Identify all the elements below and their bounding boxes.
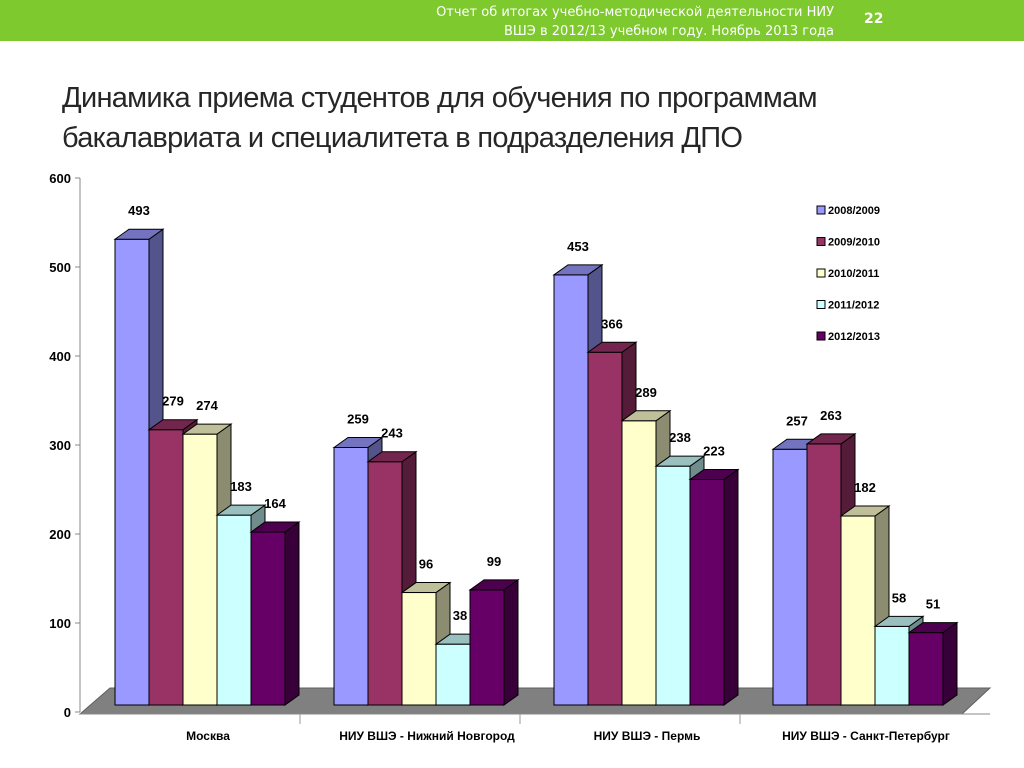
bar-side	[503, 578, 519, 706]
bar-top	[468, 579, 520, 591]
data-label: 38	[453, 608, 467, 623]
slide-title: Динамика приема студентов для обучения п…	[62, 78, 962, 158]
bar-top	[688, 469, 740, 481]
data-label: 493	[128, 203, 150, 218]
header-bar: Отчет об итогах учебно-методической деят…	[0, 0, 1024, 41]
y-tick-label: 500	[49, 260, 71, 275]
page-number: 22	[864, 11, 884, 27]
data-label: 289	[635, 385, 657, 400]
bar-top	[805, 433, 857, 445]
bar	[553, 274, 589, 706]
bar-top	[147, 419, 199, 431]
data-label: 182	[854, 480, 876, 495]
data-label: 51	[926, 597, 940, 612]
bar-top	[215, 504, 267, 516]
y-tick-label: 400	[49, 349, 71, 364]
y-tick-label: 0	[64, 705, 71, 720]
slide-title-line2: бакалавриата и специалитета в подразделе…	[62, 122, 743, 154]
bar	[250, 531, 286, 706]
bar-top	[873, 615, 925, 627]
legend-swatch	[816, 237, 826, 246]
bar	[587, 351, 623, 706]
bar-top	[181, 423, 233, 435]
bar-top	[620, 410, 672, 422]
report-caption: Отчет об итогах учебно-методической деят…	[436, 3, 834, 41]
category-label: НИУ ВШЭ - Пермь	[594, 729, 701, 743]
bar-top	[366, 451, 418, 463]
legend-swatch	[816, 205, 826, 215]
category-label: НИУ ВШЭ - Нижний Новгород	[339, 729, 515, 743]
data-label: 274	[196, 398, 218, 413]
legend-swatch	[816, 300, 826, 309]
bar	[840, 515, 876, 706]
bar	[908, 632, 944, 706]
report-caption-line1: Отчет об итогах учебно-методической деят…	[436, 5, 834, 20]
data-label: 263	[820, 408, 842, 423]
category-label: Москва	[186, 729, 230, 743]
legend-label: 2011/2012	[828, 300, 879, 312]
bar-top	[249, 521, 301, 533]
y-tick-label: 300	[49, 438, 71, 453]
bar-top	[113, 228, 165, 240]
data-label: 164	[264, 496, 286, 511]
bar	[469, 589, 505, 706]
bar-top	[654, 455, 706, 467]
data-label: 243	[381, 426, 403, 441]
data-label: 223	[703, 444, 725, 459]
data-label: 58	[892, 590, 906, 605]
bar-top	[400, 582, 452, 594]
legend-label: 2008/2009	[828, 205, 880, 217]
slide-title-line1: Динамика приема студентов для обучения п…	[62, 82, 818, 114]
data-label: 279	[162, 394, 184, 409]
bar	[333, 446, 369, 706]
bar-side	[284, 521, 300, 706]
bar	[182, 433, 218, 706]
bar	[621, 420, 657, 706]
bar-side	[723, 468, 739, 706]
data-label: 99	[487, 554, 501, 569]
bar-top	[552, 264, 604, 276]
data-label: 259	[347, 411, 369, 426]
bar	[874, 625, 910, 706]
data-label: 238	[669, 430, 691, 445]
bar	[148, 429, 184, 706]
y-tick-label: 200	[49, 527, 71, 542]
bar	[806, 443, 842, 706]
legend-label: 2012/2013	[828, 331, 880, 343]
bar	[367, 461, 403, 706]
data-label: 257	[786, 413, 808, 428]
bar	[435, 643, 471, 706]
bar-top	[586, 341, 638, 353]
legend-label: 2010/2011	[828, 268, 879, 280]
bar-top	[907, 622, 959, 634]
data-label: 183	[230, 479, 252, 494]
legend-swatch	[816, 268, 826, 278]
bar-side	[942, 621, 958, 706]
category-label: НИУ ВШЭ - Санкт-Петербург	[782, 729, 950, 743]
y-tick-label: 100	[49, 616, 71, 631]
legend-swatch	[816, 331, 826, 341]
bar	[689, 479, 725, 706]
bar	[114, 238, 150, 706]
report-caption-line2: ВШЭ в 2012/13 учебном году. Ноябрь 2013 …	[503, 24, 834, 39]
data-label: 366	[601, 316, 623, 331]
data-label: 96	[419, 557, 433, 572]
data-label: 453	[567, 239, 589, 254]
y-tick-label: 600	[49, 171, 71, 186]
bar	[216, 514, 252, 706]
bar	[401, 592, 437, 706]
bar-top	[332, 436, 384, 448]
bar-top	[839, 505, 891, 517]
bar	[772, 448, 808, 706]
legend-label: 2009/2010	[828, 237, 880, 249]
bar	[655, 465, 691, 706]
